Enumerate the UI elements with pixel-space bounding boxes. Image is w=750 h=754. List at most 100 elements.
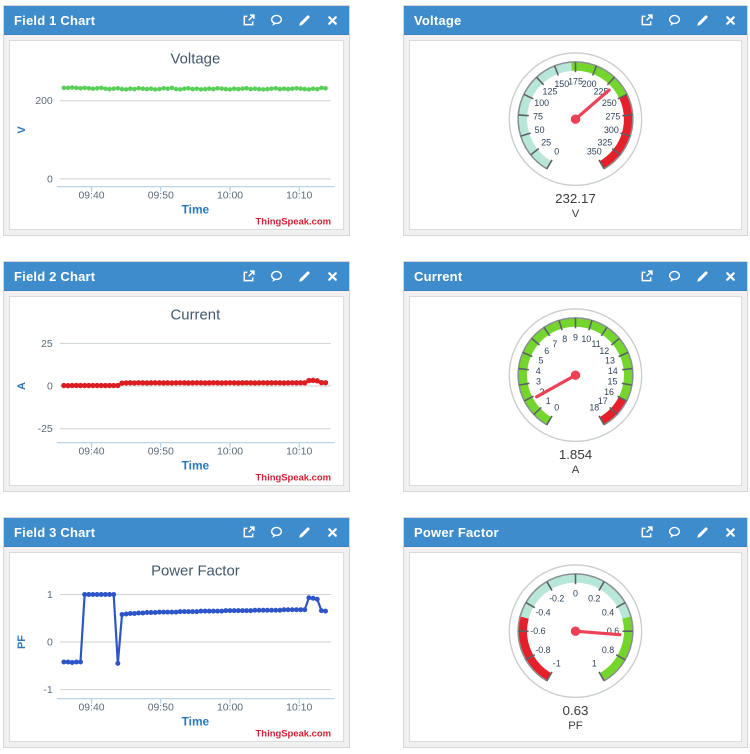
panel-current-gauge: Current 0 1 2 3 4 5 6 7 8 9 10 11 12 13 14 15 16 17 18 1.85… xyxy=(403,261,748,492)
svg-text:PF: PF xyxy=(16,635,28,649)
svg-text:14: 14 xyxy=(608,366,618,376)
svg-text:09:50: 09:50 xyxy=(148,447,174,458)
svg-text:A: A xyxy=(572,464,580,476)
svg-text:1: 1 xyxy=(546,396,551,406)
svg-text:Time: Time xyxy=(182,203,210,217)
close-icon[interactable] xyxy=(326,14,339,27)
svg-text:17: 17 xyxy=(598,396,608,406)
edit-icon[interactable] xyxy=(696,270,709,283)
svg-text:0.63: 0.63 xyxy=(563,703,589,718)
svg-text:09:40: 09:40 xyxy=(78,703,104,714)
panel-power-factor-gauge: Power Factor -1 -0.8 -0.6 -0.4 -0.2 0 0.2 0.4 0.… xyxy=(403,517,748,748)
svg-text:1: 1 xyxy=(592,659,597,669)
open-chart-icon[interactable] xyxy=(242,269,255,283)
edit-icon[interactable] xyxy=(298,526,311,539)
close-icon[interactable] xyxy=(724,14,737,27)
svg-text:A: A xyxy=(16,382,28,390)
panel-header: Voltage xyxy=(404,6,747,35)
svg-text:13: 13 xyxy=(605,355,615,365)
close-icon[interactable] xyxy=(326,270,339,283)
svg-text:-0.8: -0.8 xyxy=(535,645,550,655)
svg-text:1.854: 1.854 xyxy=(559,447,593,462)
panel-title: Field 2 Chart xyxy=(14,268,96,284)
current-line-chart: Current 25 0 -25 09:40 09:50 10:00 10:10 Time A Th… xyxy=(16,307,335,483)
voltage-line-chart: Voltage 200 0 09:40 09:50 10:00 10:10 Time V Thin… xyxy=(16,51,335,227)
comment-icon[interactable] xyxy=(270,270,283,283)
svg-text:225: 225 xyxy=(594,87,609,97)
panel-header: Field 1 Chart xyxy=(4,6,349,35)
svg-text:2: 2 xyxy=(539,387,544,397)
svg-text:10: 10 xyxy=(581,334,591,344)
open-chart-icon[interactable] xyxy=(242,13,255,27)
svg-text:Current: Current xyxy=(171,307,222,323)
panel-header: Current xyxy=(404,262,747,291)
panel-field1-chart: Field 1 Chart Voltage 200 0 09:40 09:50 10:00… xyxy=(3,5,350,236)
svg-text:10:10: 10:10 xyxy=(286,191,312,202)
svg-text:15: 15 xyxy=(608,377,618,387)
svg-text:50: 50 xyxy=(535,125,545,135)
close-icon[interactable] xyxy=(326,526,339,539)
svg-text:09:50: 09:50 xyxy=(148,703,174,714)
svg-text:0.2: 0.2 xyxy=(588,594,600,604)
close-icon[interactable] xyxy=(724,270,737,283)
svg-text:5: 5 xyxy=(539,355,544,365)
open-chart-icon[interactable] xyxy=(242,525,255,539)
panel-body: 0 25 50 75 100 125 150 175 200 225 250 275 300 325 350… xyxy=(404,35,747,235)
panel-field2-chart: Field 2 Chart Current 25 0 -25 09:40 09:50 10:… xyxy=(3,261,350,492)
svg-text:200: 200 xyxy=(582,79,597,89)
svg-text:10:00: 10:00 xyxy=(217,703,243,714)
svg-text:ThingSpeak.com: ThingSpeak.com xyxy=(256,728,332,739)
svg-text:250: 250 xyxy=(602,98,617,108)
comment-icon[interactable] xyxy=(668,270,681,283)
svg-text:200: 200 xyxy=(35,96,53,107)
svg-text:Time: Time xyxy=(182,715,210,729)
svg-text:6: 6 xyxy=(544,346,549,356)
panel-header: Field 2 Chart xyxy=(4,262,349,291)
svg-text:7: 7 xyxy=(552,339,557,349)
panel-body: Power Factor 1 0 -1 09:40 09:50 10:00 10:10 Time… xyxy=(4,547,349,747)
svg-text:0.4: 0.4 xyxy=(602,607,614,617)
svg-text:ThingSpeak.com: ThingSpeak.com xyxy=(256,216,332,227)
comment-icon[interactable] xyxy=(270,14,283,27)
svg-text:V: V xyxy=(16,126,28,134)
panel-body: 0 1 2 3 4 5 6 7 8 9 10 11 12 13 14 15 16 17 18 1.854 A xyxy=(404,291,747,491)
svg-text:11: 11 xyxy=(592,339,601,349)
panel-title: Field 3 Chart xyxy=(14,524,96,540)
svg-text:0: 0 xyxy=(47,382,53,393)
svg-text:09:50: 09:50 xyxy=(148,191,174,202)
edit-icon[interactable] xyxy=(696,14,709,27)
current-gauge-area: 0 1 2 3 4 5 6 7 8 9 10 11 12 13 14 15 16 17 18 1.854 A xyxy=(409,296,742,486)
svg-text:10:10: 10:10 xyxy=(286,703,312,714)
svg-text:300: 300 xyxy=(604,125,619,135)
open-chart-icon[interactable] xyxy=(640,525,653,539)
comment-icon[interactable] xyxy=(270,526,283,539)
svg-text:25: 25 xyxy=(541,138,551,148)
edit-icon[interactable] xyxy=(298,270,311,283)
svg-text:V: V xyxy=(572,208,580,220)
panel-body: Current 25 0 -25 09:40 09:50 10:00 10:10 Time A Th… xyxy=(4,291,349,491)
open-chart-icon[interactable] xyxy=(640,13,653,27)
close-icon[interactable] xyxy=(724,526,737,539)
svg-text:3: 3 xyxy=(536,377,541,387)
comment-icon[interactable] xyxy=(668,14,681,27)
svg-text:Power Factor: Power Factor xyxy=(151,563,240,579)
svg-text:232.17: 232.17 xyxy=(555,191,596,206)
svg-text:-0.6: -0.6 xyxy=(530,626,545,636)
open-chart-icon[interactable] xyxy=(640,269,653,283)
svg-text:09:40: 09:40 xyxy=(78,191,104,202)
edit-icon[interactable] xyxy=(696,526,709,539)
svg-text:-25: -25 xyxy=(38,424,53,435)
comment-icon[interactable] xyxy=(668,526,681,539)
edit-icon[interactable] xyxy=(298,14,311,27)
panel-header-icons xyxy=(640,13,737,27)
power-factor-gauge-area: -1 -0.8 -0.6 -0.4 -0.2 0 0.2 0.4 0.6 0.8 1 0.63 PF xyxy=(409,552,742,742)
voltage-gauge-area: 0 25 50 75 100 125 150 175 200 225 250 275 300 325 350… xyxy=(409,40,742,230)
svg-text:PF: PF xyxy=(568,720,583,732)
svg-text:4: 4 xyxy=(536,366,541,376)
svg-text:9: 9 xyxy=(573,333,578,343)
svg-text:325: 325 xyxy=(597,138,612,148)
panel-header-icons xyxy=(640,525,737,539)
svg-text:Time: Time xyxy=(182,459,210,473)
